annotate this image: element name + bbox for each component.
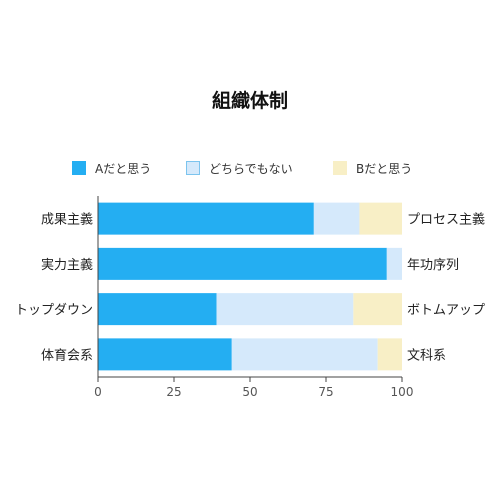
bar-segment [353,293,402,326]
category-label-right: プロセス主義 [407,212,485,228]
legend-label-neutral: どちらでもない [209,161,293,176]
legend-item-a: Aだと思う [72,158,151,178]
category-label-left: トップダウン [15,303,93,318]
legend-swatch-a [72,161,86,175]
legend-swatch-b [333,161,347,175]
x-tick-label: 25 [166,385,181,399]
bar-segment [98,338,232,371]
legend-label-b: Bだと思う [356,161,413,176]
legend-swatch-neutral [186,161,200,175]
bar-segment [216,293,354,326]
category-label-right: ボトムアップ [407,303,485,318]
bar-segment [98,293,217,326]
legend-item-neutral: どちらでもない [186,158,293,178]
category-label-right: 年功序列 [407,258,459,273]
bar-segment [98,202,314,235]
chart-title: 組織体制 [211,90,288,112]
bar-segment [231,338,378,371]
x-tick-label: 0 [94,385,102,399]
bar-segment [377,338,402,371]
bar-segment [386,247,402,280]
x-tick-label: 100 [391,385,414,399]
x-tick-label: 75 [318,385,333,399]
category-label-left: 成果主義 [41,212,93,228]
category-label-right: 文科系 [407,348,446,363]
legend-label-a: Aだと思う [95,161,152,176]
bar-segment [98,247,387,280]
category-label-left: 体育会系 [41,347,93,363]
bar-segment [359,202,402,235]
category-label-left: 実力主義 [41,257,93,273]
legend-item-b: Bだと思う [333,158,412,178]
x-tick-label: 50 [242,385,257,399]
bar-segment [313,202,360,235]
